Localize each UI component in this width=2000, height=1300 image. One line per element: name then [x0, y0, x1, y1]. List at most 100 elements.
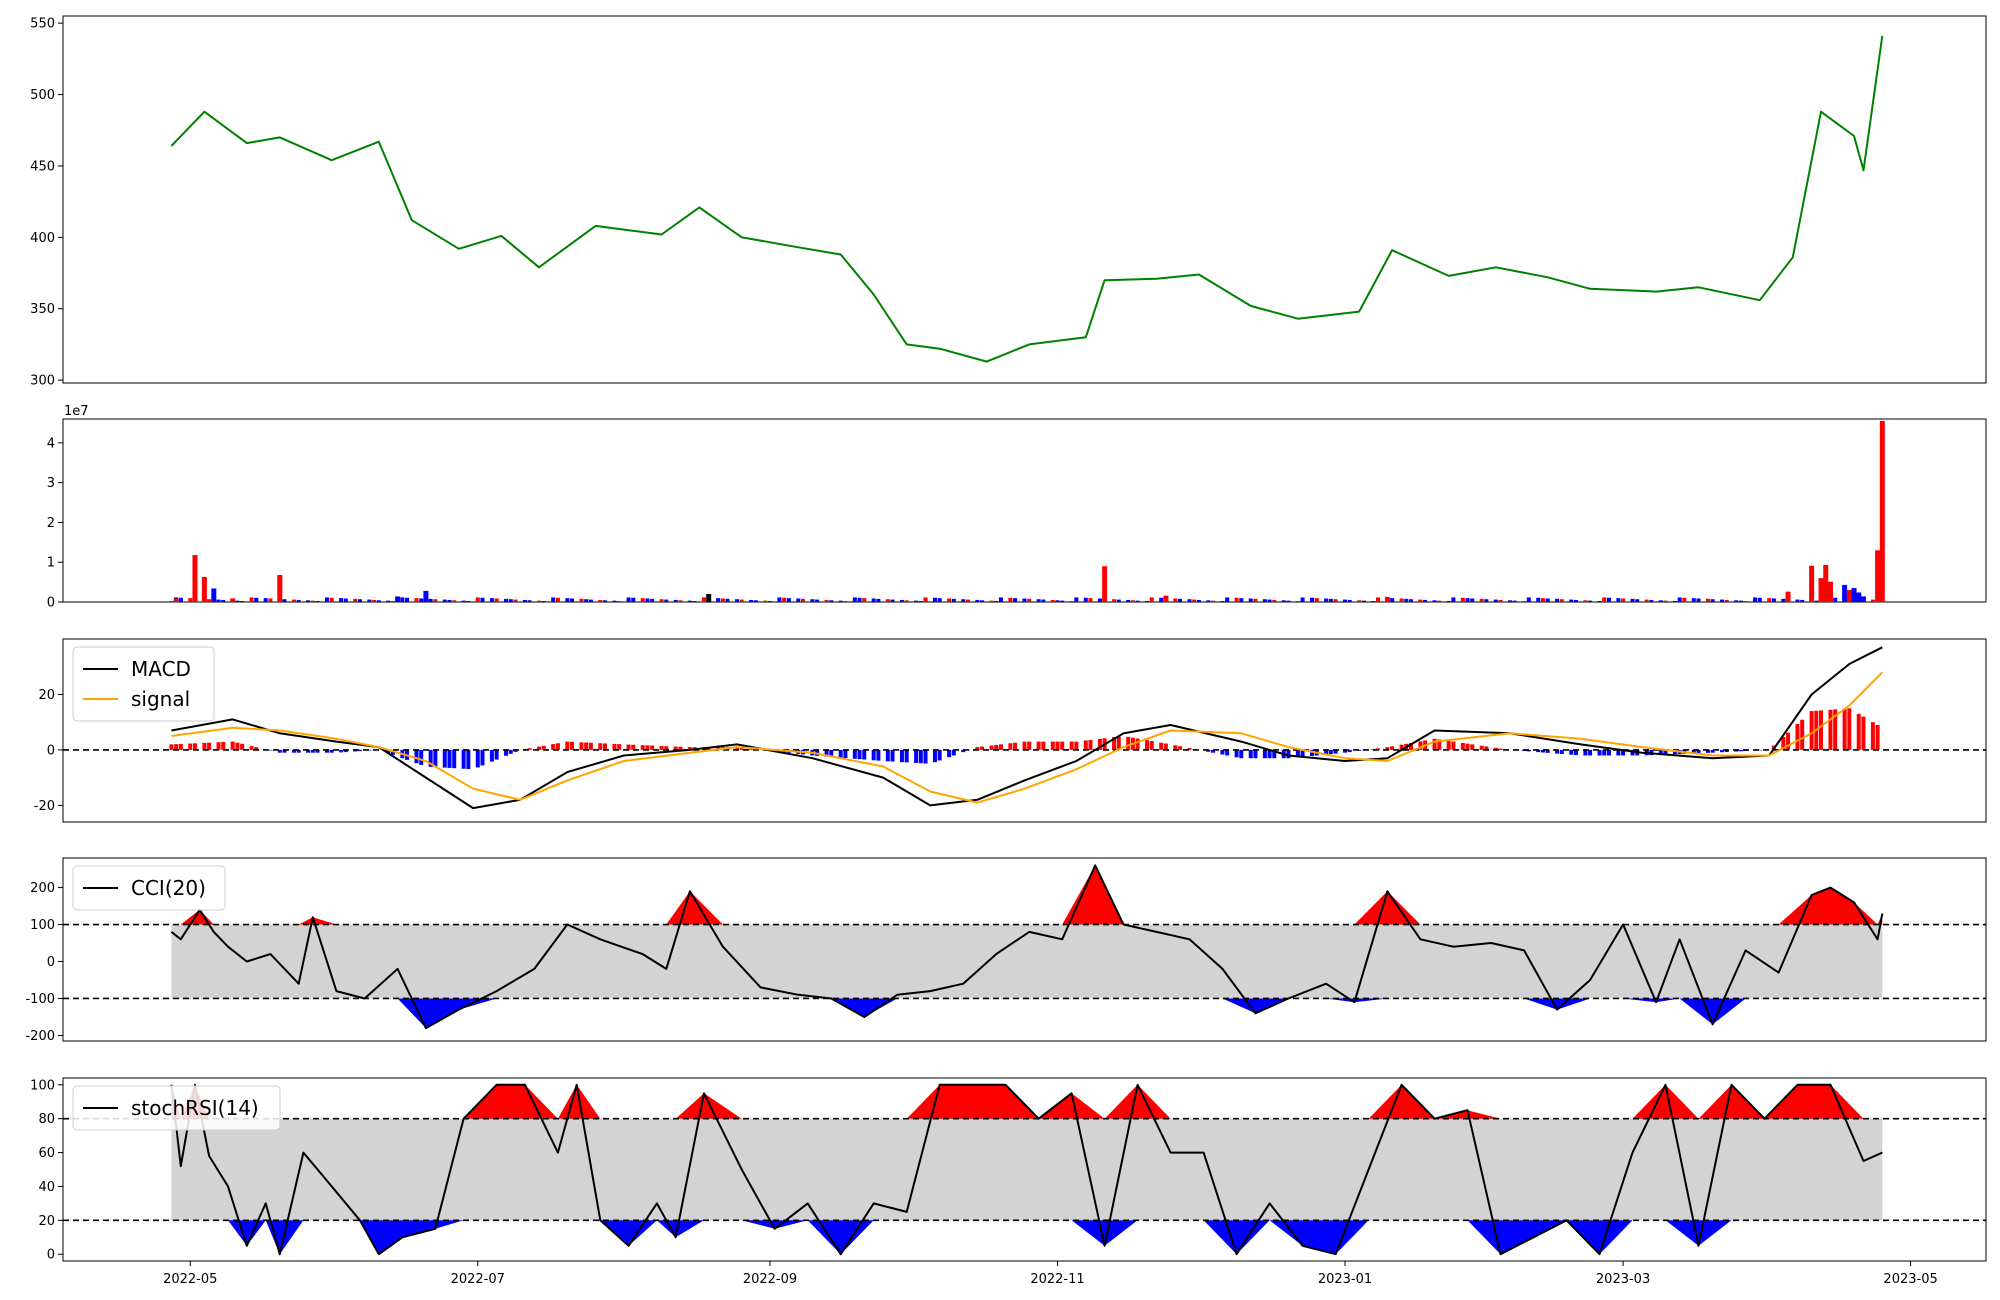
- volume-bar-small: [1465, 598, 1470, 602]
- volume-bar-small: [975, 599, 980, 602]
- macd-hist-bar: [1300, 749, 1305, 757]
- volume-bar-small: [1126, 599, 1131, 602]
- macd-hist-bar: [306, 749, 311, 753]
- macd-hist-bar: [1460, 742, 1465, 750]
- macd-hist-bar: [989, 745, 994, 750]
- volume-bar-small: [664, 599, 669, 602]
- volume-bar-small: [376, 600, 381, 602]
- macd-hist-bar: [254, 747, 259, 750]
- macd-hist-bar: [1781, 736, 1786, 750]
- volume-bar-small: [1691, 598, 1696, 602]
- volume-bar-small: [838, 600, 843, 602]
- volume-bar-small: [339, 598, 344, 602]
- macd-panel: -20 0 20 MACD signal: [34, 638, 1987, 823]
- volume-bar-small: [777, 597, 782, 602]
- volume-bar-small: [1606, 597, 1611, 602]
- macd-hist-bar: [249, 746, 254, 750]
- volume-bar-small: [268, 598, 273, 602]
- macd-hist-bar: [994, 744, 999, 750]
- macd-hist-bar: [329, 749, 334, 753]
- volume-bar-small: [1696, 598, 1701, 602]
- volume-bar-small: [249, 597, 254, 602]
- volume-bar-small: [702, 597, 706, 602]
- plot-frame: [62, 638, 1987, 823]
- macd-hist-bar: [1559, 749, 1564, 754]
- y-tick-label: 450: [30, 159, 55, 174]
- volume-bar: [1842, 584, 1848, 602]
- volume-bar-small: [994, 601, 999, 602]
- y-tick-label: 20: [38, 688, 55, 703]
- macd-hist-bar: [324, 749, 329, 753]
- macd-hist-bar: [1328, 749, 1333, 755]
- macd-series-line: [171, 646, 1883, 810]
- volume-bar-small: [1083, 597, 1088, 602]
- volume-bar-small: [1682, 597, 1687, 602]
- macd-hist-bar: [1545, 749, 1550, 753]
- y-tick-label: 550: [30, 17, 55, 32]
- volume-bar-small: [1493, 599, 1498, 602]
- volume-bar-small: [1060, 600, 1065, 602]
- oversold-fill: [171, 1220, 1883, 1255]
- macd-hist-bar: [216, 742, 221, 750]
- macd-hist-bar: [1116, 736, 1121, 750]
- volume-bar-small: [914, 600, 919, 602]
- macd-hist-bar: [1357, 749, 1362, 751]
- volume-bar-small: [890, 599, 895, 602]
- macd-hist-bar: [885, 749, 890, 762]
- volume-panel: 0 1 2 3 4 1e7: [47, 404, 1987, 611]
- macd-hist-bar: [178, 743, 183, 750]
- volume-bar-small: [1677, 597, 1682, 602]
- volume-bar: [706, 594, 712, 602]
- macd-hist-bar: [1861, 716, 1866, 750]
- macd-hist-bar: [626, 744, 631, 750]
- volume-bar-small: [626, 597, 631, 602]
- macd-hist-bar: [617, 744, 622, 750]
- macd-hist-bar: [192, 743, 197, 750]
- macd-hist-bar: [541, 745, 546, 750]
- volume-bar-small: [527, 600, 532, 602]
- volume-bar: [173, 598, 179, 602]
- volume-bar-small: [1211, 600, 1216, 602]
- volume-bar-small: [433, 599, 438, 602]
- x-tick-label: 2022-11: [1030, 1272, 1084, 1287]
- macd-hist-bar: [904, 749, 909, 763]
- macd-hist-bar: [1390, 746, 1395, 750]
- volume-bar-small: [480, 597, 485, 602]
- macd-hist-bar: [1041, 741, 1046, 750]
- volume-bar-small: [1027, 598, 1032, 602]
- macd-hist-bar: [1324, 749, 1329, 755]
- volume-bar-small: [513, 599, 518, 602]
- macd-hist-bar: [428, 749, 433, 767]
- oversold-fill: [171, 998, 1883, 1029]
- volume-bar-small: [537, 600, 542, 602]
- volume-bar-small: [367, 599, 372, 602]
- volume-bar-small: [442, 599, 447, 602]
- volume-bar-small: [1602, 597, 1607, 602]
- volume-bar-small: [904, 600, 909, 602]
- macd-hist-bar: [1630, 749, 1635, 756]
- macd-hist-bar: [452, 749, 457, 769]
- plot-frame: [62, 15, 1987, 384]
- volume-bar-small: [310, 600, 315, 602]
- volume-bar-small: [1248, 598, 1253, 602]
- macd-hist-bar: [1234, 749, 1239, 758]
- macd-hist-bar: [645, 745, 650, 750]
- volume-bar-small: [659, 599, 664, 602]
- volume-bar-small: [452, 600, 457, 602]
- macd-hist-bar: [1036, 741, 1041, 750]
- volume-bar: [1827, 581, 1833, 602]
- volume-bar-small: [980, 600, 985, 602]
- volume-bar-small: [207, 599, 212, 602]
- neutral-band: [171, 924, 1883, 999]
- volume-bar-small: [1357, 600, 1362, 602]
- volume-bar-small: [951, 598, 956, 602]
- macd-hist-bar: [1465, 743, 1470, 750]
- overbought-fill: [171, 1084, 1883, 1119]
- volume-bar-small: [1470, 598, 1475, 602]
- volume-bar-small: [1734, 600, 1739, 602]
- volume-bar-small: [687, 600, 692, 602]
- volume-bar-small: [640, 598, 645, 602]
- volume-bar-small: [824, 599, 829, 602]
- macd-hist-bar: [1484, 746, 1489, 750]
- macd-hist-bar: [475, 749, 480, 768]
